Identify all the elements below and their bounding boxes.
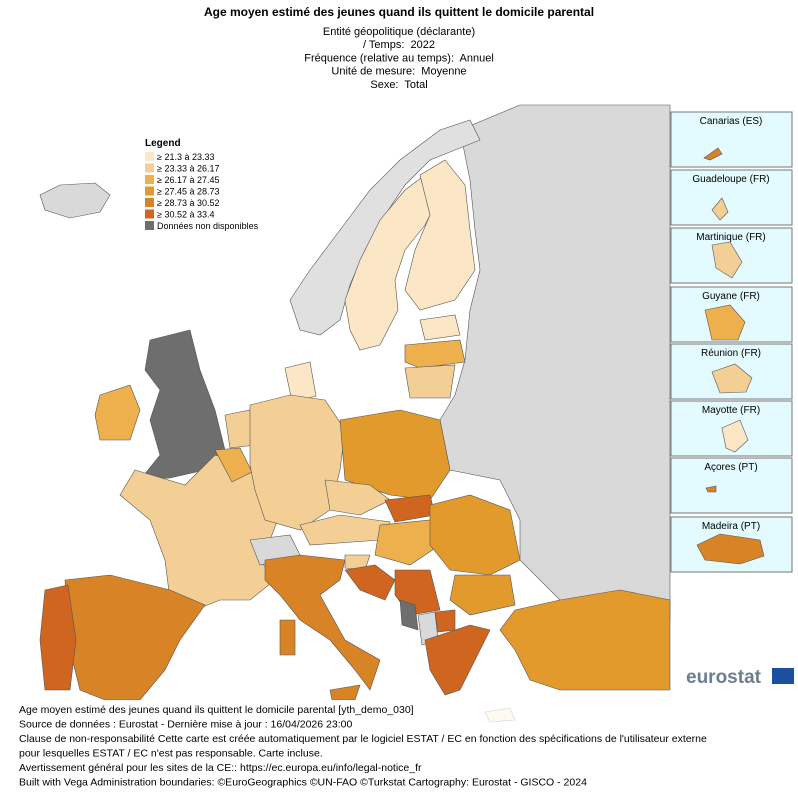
legend-swatch <box>145 186 154 196</box>
inset-title: Guyane (FR) <box>702 291 760 302</box>
footer-line: pour lesquelles ESTAT / EC n'est pas res… <box>19 748 323 760</box>
inset-land <box>721 419 749 453</box>
subtitle: Entité géopolitique (déclarante) <box>323 26 475 38</box>
inset-title: Martinique (FR) <box>696 232 765 243</box>
map-land <box>39 104 671 723</box>
inset-title: Réunion (FR) <box>701 348 761 359</box>
title: Age moyen estimé des jeunes quand ils qu… <box>204 5 594 19</box>
footer-line: Source de données : Eurostat - Dernière … <box>19 719 352 731</box>
inset-frame <box>670 457 793 514</box>
inset-title: Guadeloupe (FR) <box>692 174 769 185</box>
legend-label: ≥ 28.73 à 30.52 <box>157 198 220 208</box>
logo-flag <box>772 668 794 684</box>
inset-title: Canarias (ES) <box>700 116 763 127</box>
inset-frame <box>670 169 793 226</box>
legend-label: Données non disponibles <box>157 221 259 231</box>
subtitle: Fréquence (relative au temps): Annuel <box>304 52 494 64</box>
footer-bg <box>15 700 770 794</box>
subtitle: Sexe: Total <box>370 79 427 91</box>
legend-swatch <box>145 198 154 207</box>
legend-swatch <box>145 152 154 161</box>
legend-swatch <box>145 221 154 230</box>
legend-label: ≥ 23.33 à 26.17 <box>157 164 220 174</box>
inset-land <box>704 304 746 341</box>
legend-label: ≥ 30.52 à 33.4 <box>157 210 215 220</box>
legend-title: Legend <box>145 138 181 149</box>
subtitle: / Temps: 2022 <box>363 39 435 51</box>
legend-swatch <box>145 175 154 184</box>
inset-land <box>696 533 765 565</box>
footer-line: Avertissement général pour les sites de … <box>19 762 422 774</box>
inset-land <box>703 147 723 161</box>
footer-line: Age moyen estimé des jeunes quand ils qu… <box>19 704 414 716</box>
footer-line: Built with Vega Administration boundarie… <box>19 777 587 789</box>
legend-label: ≥ 27.45 à 28.73 <box>157 187 220 197</box>
logo: eurostat <box>686 667 762 688</box>
footer-line: Clause de non-responsabilité Cette carte… <box>19 733 707 745</box>
legend-swatch <box>145 163 154 173</box>
inset-land <box>705 485 717 493</box>
inset-land <box>711 363 753 394</box>
inset-title: Madeira (PT) <box>702 521 760 532</box>
inset-land <box>711 197 729 221</box>
subtitle: Unité de mesure: Moyenne <box>331 66 466 78</box>
legend-label: ≥ 26.17 à 27.45 <box>157 175 220 185</box>
inset-title: Açores (PT) <box>704 462 757 473</box>
legend-swatch <box>145 209 154 219</box>
inset-title: Mayotte (FR) <box>702 405 760 416</box>
inset-frame <box>670 111 793 168</box>
legend-label: ≥ 21.3 à 23.33 <box>157 152 215 162</box>
inset-land <box>711 241 743 279</box>
